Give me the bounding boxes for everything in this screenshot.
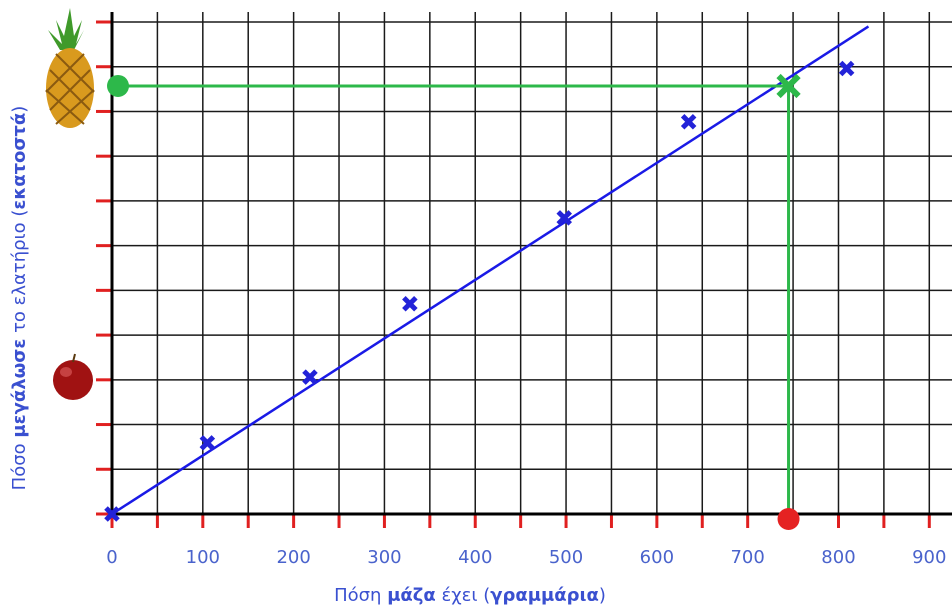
x-tick-label: 0 bbox=[106, 547, 117, 568]
x-tick-label: 400 bbox=[458, 547, 492, 568]
pineapple-icon bbox=[45, 8, 95, 128]
x-marker-dot bbox=[777, 508, 800, 530]
x-tick-label: 100 bbox=[186, 547, 220, 568]
data-point bbox=[838, 60, 855, 77]
x-tick-label: 500 bbox=[549, 547, 583, 568]
x-tick-label: 700 bbox=[730, 547, 764, 568]
apple-icon bbox=[53, 353, 93, 400]
label-part: εκατοστά bbox=[9, 113, 30, 210]
label-part: ) bbox=[599, 585, 606, 606]
label-part: έχει ( bbox=[436, 585, 490, 606]
data-point bbox=[104, 506, 120, 522]
label-part: Πόσο bbox=[9, 438, 30, 491]
x-tick-label: 300 bbox=[367, 547, 401, 568]
label-part: γραμμάρια bbox=[490, 585, 599, 606]
label-part: μεγάλωσε bbox=[9, 339, 30, 438]
x-axis-label: Πόση μάζα έχει (γραμμάρια) bbox=[334, 585, 606, 606]
data-point bbox=[302, 369, 318, 385]
data-point bbox=[402, 296, 418, 312]
x-tick-label: 600 bbox=[640, 547, 674, 568]
x-tick-label: 900 bbox=[912, 547, 946, 568]
highlight-point bbox=[776, 73, 801, 99]
data-point bbox=[556, 210, 573, 226]
grid bbox=[96, 12, 952, 528]
label-part: μάζα bbox=[387, 585, 436, 606]
fit-line bbox=[111, 25, 870, 516]
y-axis-label: Πόσο μεγάλωσε το ελατήριο (εκατοστά) bbox=[9, 106, 30, 491]
label-part: Πόση bbox=[334, 585, 387, 606]
x-tick-label: 200 bbox=[276, 547, 310, 568]
data-point bbox=[199, 435, 216, 451]
x-tick-label: 800 bbox=[821, 547, 855, 568]
label-part: το ελατήριο ( bbox=[9, 210, 30, 339]
label-part: ) bbox=[9, 106, 30, 113]
data-point bbox=[680, 113, 697, 130]
y-marker-dot bbox=[107, 74, 129, 97]
